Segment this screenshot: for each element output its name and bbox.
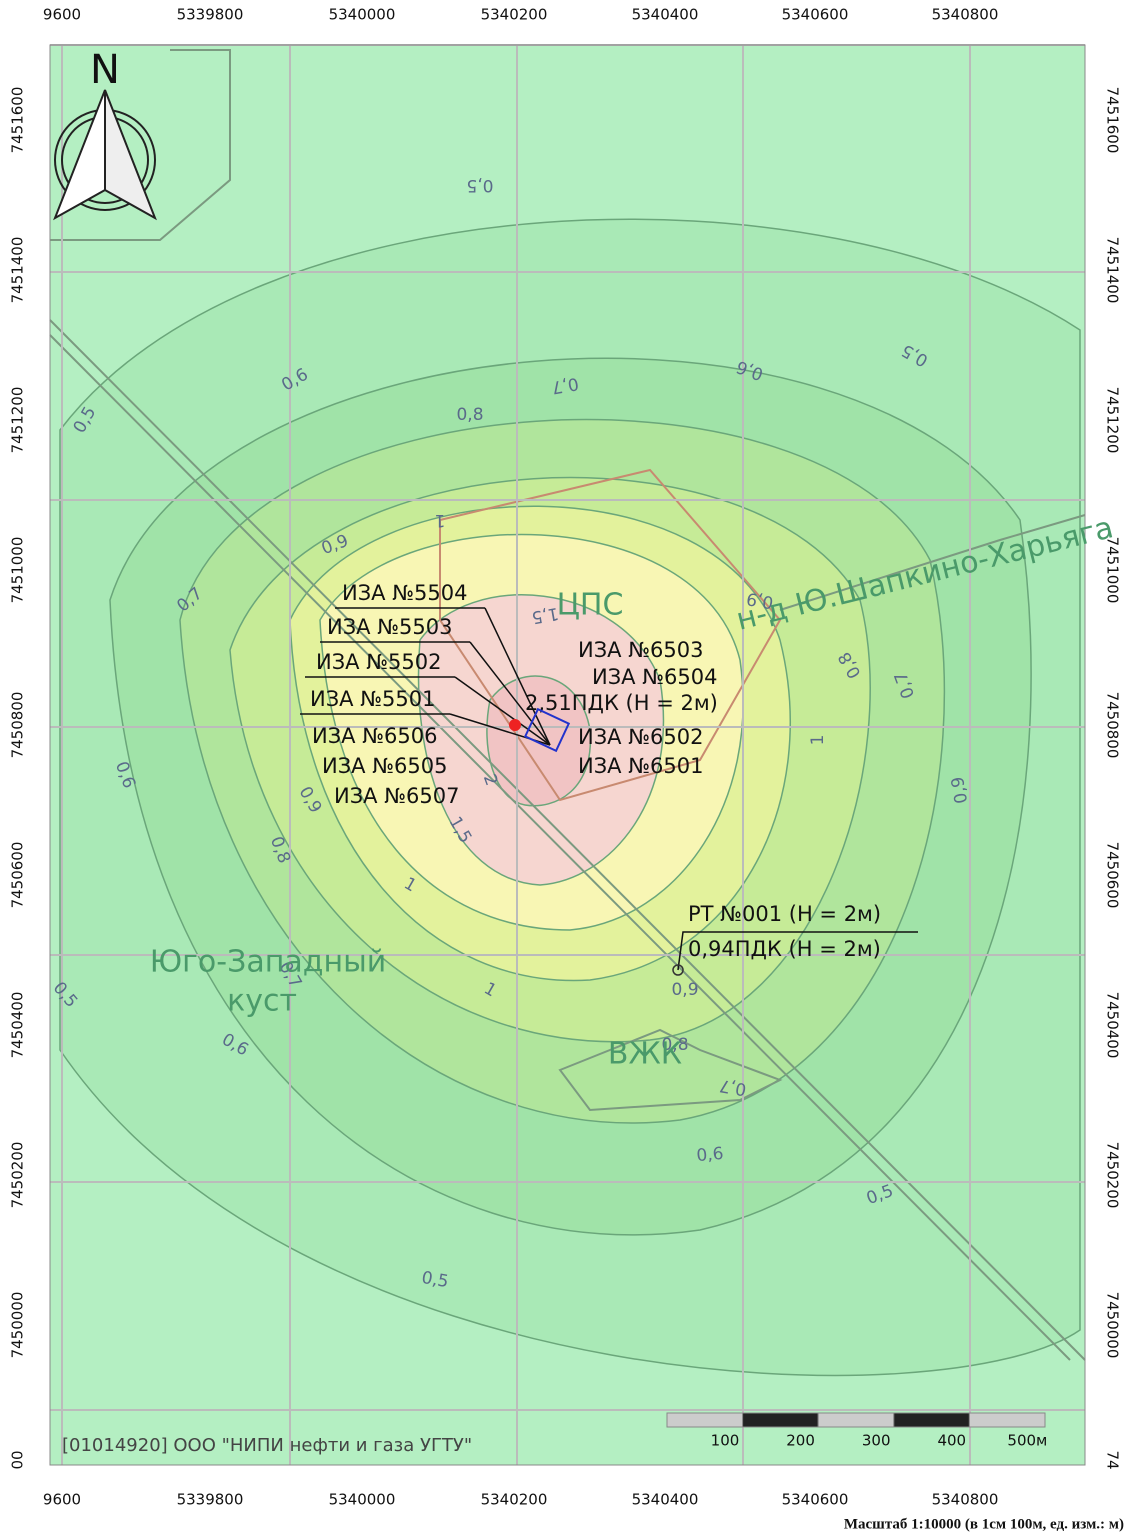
leader-line [469,641,551,746]
right-axis-label: 7451400 [1104,237,1122,304]
place-label: ВЖК [608,1037,682,1072]
top-axis-label: 5340600 [782,6,849,24]
bottom-axis-label: 9600 [43,1491,81,1509]
contour-label: 0,8 [456,405,483,425]
source-label: ИЗА №6506 [312,724,438,748]
max-point [509,719,521,731]
bottom-axis-label: 5339800 [177,1491,244,1509]
left-axis-label: 7451600 [9,87,27,154]
source-label: ИЗА №6507 [334,784,460,808]
contour-label: 0,6 [696,1144,725,1166]
contour-label: 0,9 [671,980,698,1000]
bottom-axis-label: 5340200 [481,1491,548,1509]
map-frame [49,44,1086,1466]
leader-line [454,676,551,746]
source-label: ИЗА №6502 [578,725,704,749]
scale-label: 300 [862,1432,891,1450]
left-axis-label: 7451200 [9,387,27,454]
place-label: куст [227,984,297,1019]
scale-segment [742,1412,819,1428]
source-label: ИЗА №6501 [578,754,704,778]
left-axis-label: 7450400 [9,992,27,1059]
right-axis-label: 7451600 [1104,87,1122,154]
left-axis-label: 7450600 [9,842,27,909]
contour-label: 0,8 [661,1035,688,1055]
left-axis-label: 7450800 [9,692,27,759]
scale-label: 200 [786,1432,815,1450]
top-axis-label: 5340800 [932,6,999,24]
contour-label: 0,9 [948,775,972,805]
source-marker [523,707,571,753]
bottom-axis-label: 5340600 [782,1491,849,1509]
top-axis-label: 5340000 [329,6,396,24]
credit: [01014920] ООО "НИПИ нефти и газа УГТУ" [62,1435,472,1456]
contour-label: 1 [435,510,446,530]
source-label: ИЗА №6503 [578,638,704,662]
left-axis-label: 7451000 [9,537,27,604]
right-axis-label: 7450600 [1104,842,1122,909]
source-label: ИЗА №6505 [322,754,448,778]
scale-segment [817,1412,895,1428]
right-axis-label: 74 [1104,1450,1122,1469]
source-label: ИЗА №5501 [310,687,436,711]
contour-label: 0,5 [466,175,493,195]
source-label: ИЗА №5504 [342,581,468,605]
source-label: ИЗА №5503 [327,615,453,639]
left-axis-label: 7450200 [9,1142,27,1209]
top-axis-label: 5339800 [177,6,244,24]
scale-segment [968,1412,1046,1428]
leader-line [484,607,551,746]
top-axis-label: 9600 [43,6,81,24]
bottom-axis-label: 5340000 [329,1491,396,1509]
point-name: РТ №001 (Н = 2м) [688,902,881,926]
source-label: ИЗА №5502 [316,650,442,674]
roads [49,49,1086,1361]
contour-label: 0,7 [718,1075,748,1099]
place-label: ЦПС [557,588,624,623]
arrow-right [104,89,157,221]
contour-label: 1,5 [530,603,560,627]
right-axis-label: 7450400 [1104,992,1122,1059]
right-axis-label: 7451200 [1104,387,1122,454]
source-label: ИЗА №6504 [592,665,718,689]
left-axis-label: 00 [9,1450,27,1469]
control-point [672,964,684,976]
place-label: Юго-Западный [150,945,386,980]
point-value: 0,94ПДК (Н = 2м) [688,937,881,961]
scale-label: 400 [937,1432,966,1450]
top-axis-label: 5340400 [632,6,699,24]
scale-label: 100 [711,1432,740,1450]
scale-segment [666,1412,744,1428]
scale-segment [893,1412,970,1428]
bottom-axis-label: 5340800 [932,1491,999,1509]
bottom-axis-label: 5340400 [632,1491,699,1509]
north-arrow [53,89,157,221]
contour-label: 0,9 [745,588,775,612]
left-axis-label: 7450000 [9,1292,27,1359]
north-label: N [90,47,120,93]
right-axis-label: 7450200 [1104,1142,1122,1209]
contour-label: 1 [808,735,828,746]
scale-label: 500м [1007,1432,1047,1450]
right-axis-label: 7450000 [1104,1292,1122,1359]
scale-caption: Масштаб 1:10000 (в 1см 100м, ед. изм.: м… [844,1516,1124,1532]
right-axis-label: 7450800 [1104,692,1122,759]
contour-label: 0,7 [550,373,580,397]
left-axis-label: 7451400 [9,237,27,304]
right-axis-label: 7451000 [1104,537,1122,604]
point-leader [677,931,918,971]
contour-label: 0,5 [420,1268,450,1292]
top-axis-label: 5340200 [481,6,548,24]
source-label: 2,51ПДК (Н = 2м) [525,691,718,715]
